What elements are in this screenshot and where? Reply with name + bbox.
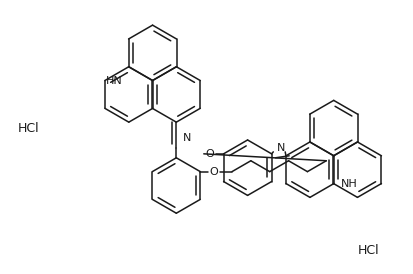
Text: HCl: HCl [357,244,379,257]
Text: NH: NH [340,179,357,189]
Text: O: O [209,167,218,177]
Text: N: N [276,143,285,153]
Text: N: N [183,133,191,143]
Text: O: O [205,149,214,159]
Text: HCl: HCl [18,122,40,135]
Text: HN: HN [105,76,122,85]
